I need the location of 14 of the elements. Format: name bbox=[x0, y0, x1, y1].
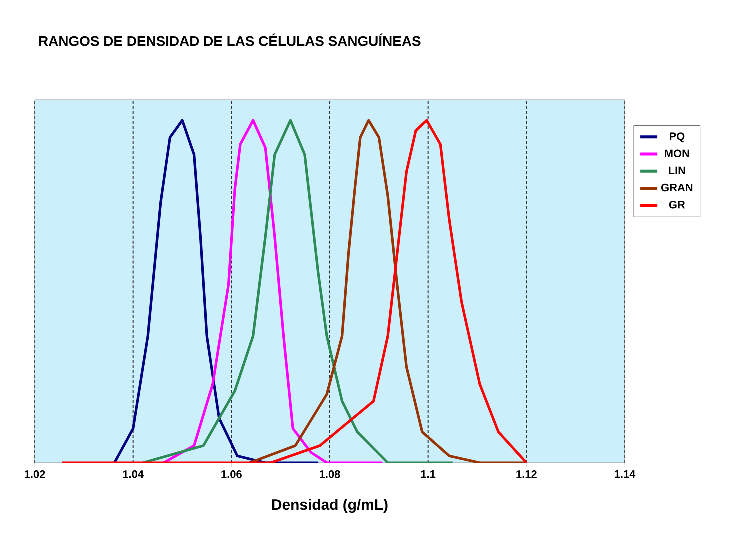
legend-label: GRAN bbox=[662, 184, 693, 192]
x-tick-label: 1.12 bbox=[516, 470, 537, 478]
legend-label: GR bbox=[669, 201, 686, 209]
legend-label: PQ bbox=[670, 132, 685, 142]
x-tick-label: 1.08 bbox=[320, 470, 340, 478]
x-axis-title: Densidad (g/mL) bbox=[272, 499, 388, 514]
x-tick-label: 1.04 bbox=[123, 470, 144, 478]
x-tick-label: 1.14 bbox=[615, 470, 636, 478]
x-tick-label: 1.02 bbox=[25, 470, 46, 478]
x-tick-label: 1.06 bbox=[222, 470, 242, 478]
legend-label: MON bbox=[665, 150, 690, 158]
chart-title: RANGOS DE DENSIDAD DE LAS CÉLULAS SANGUÍNEAS bbox=[39, 34, 421, 46]
legend-label: LIN bbox=[669, 166, 686, 174]
x-tick-label: 1.1 bbox=[421, 470, 436, 478]
